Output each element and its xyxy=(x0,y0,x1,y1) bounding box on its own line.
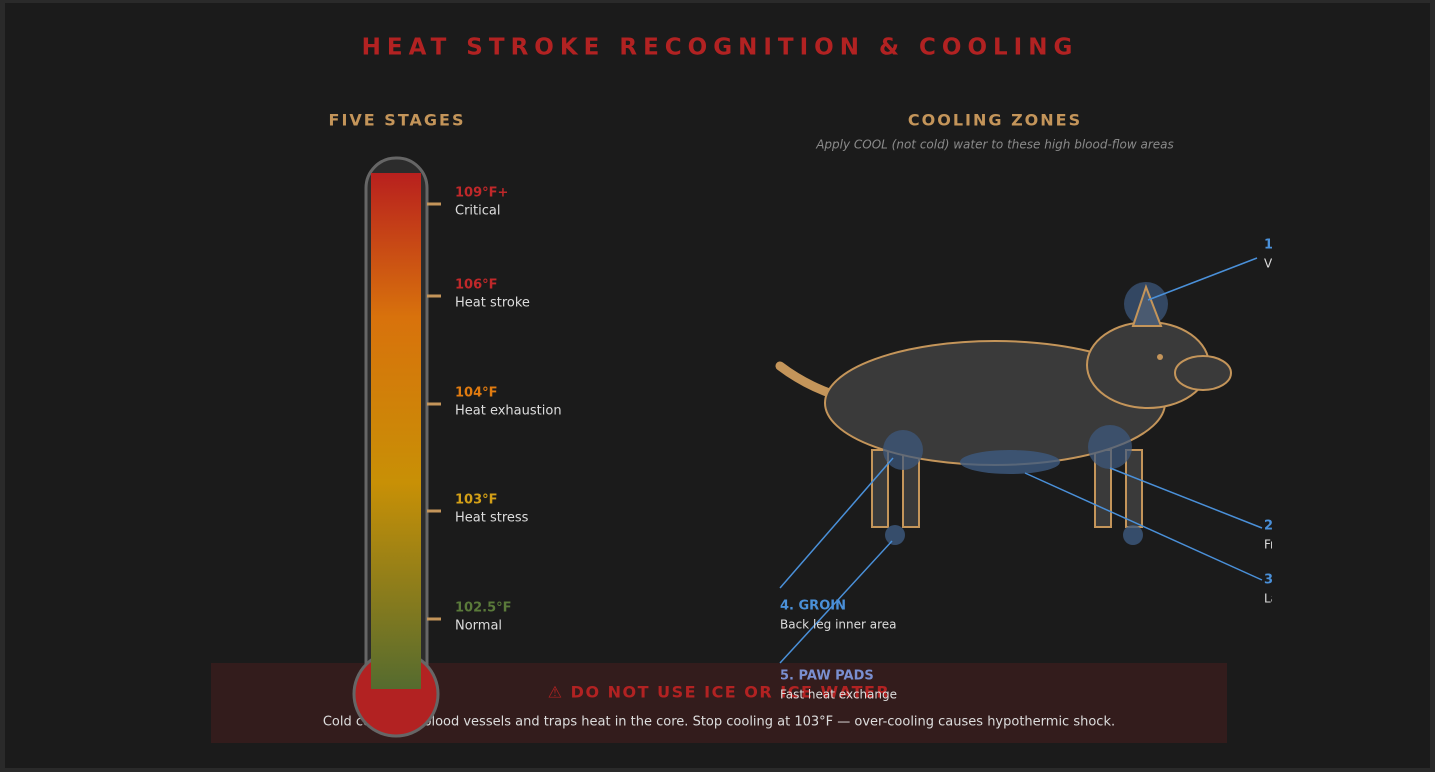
zone-highlight xyxy=(885,525,905,545)
leg xyxy=(1126,450,1142,527)
zone-name: 1 xyxy=(1264,238,1273,253)
zone-name: 3 xyxy=(1264,573,1273,588)
zone-highlight xyxy=(1088,425,1132,469)
stage-temp: 104°F xyxy=(455,386,498,401)
leg xyxy=(872,450,888,527)
stage-temp: 103°F xyxy=(455,493,498,508)
zone-highlight xyxy=(960,450,1060,474)
zones-subtitle: Apply COOL (not cold) water to these hig… xyxy=(815,138,1174,152)
zone-name: 2 xyxy=(1264,519,1273,534)
zone-highlight xyxy=(883,430,923,470)
stage-label: Heat stroke xyxy=(455,296,530,311)
eye xyxy=(1157,354,1163,360)
warning-text: Cold constricts blood vessels and traps … xyxy=(323,715,1115,730)
zone-desc: V xyxy=(1264,257,1273,271)
zone-name: 4. GROIN xyxy=(780,599,846,614)
stage-temp: 102.5°F xyxy=(455,601,512,616)
zone-desc: Back leg inner area xyxy=(780,618,897,632)
infographic: HEAT STROKE RECOGNITION & COOLING FIVE S… xyxy=(0,0,1435,772)
stage-temp: 106°F xyxy=(455,278,498,293)
page-title: HEAT STROKE RECOGNITION & COOLING xyxy=(362,35,1079,61)
stage-label: Heat stress xyxy=(455,511,529,526)
zones-title: COOLING ZONES xyxy=(908,111,1082,130)
zone-name: 5. PAW PADS xyxy=(780,669,874,684)
stages-title: FIVE STAGES xyxy=(329,111,466,130)
mercury xyxy=(371,173,421,689)
snout xyxy=(1175,356,1231,390)
stage-temp: 109°F+ xyxy=(455,186,508,201)
page: HEAT STROKE RECOGNITION & COOLING FIVE S… xyxy=(0,0,1435,772)
stage-label: Normal xyxy=(455,619,502,634)
zone-highlight xyxy=(1123,525,1143,545)
stage-label: Heat exhaustion xyxy=(455,404,562,419)
stage-label: Critical xyxy=(455,204,500,219)
zone-desc: Fast heat exchange xyxy=(780,688,897,702)
